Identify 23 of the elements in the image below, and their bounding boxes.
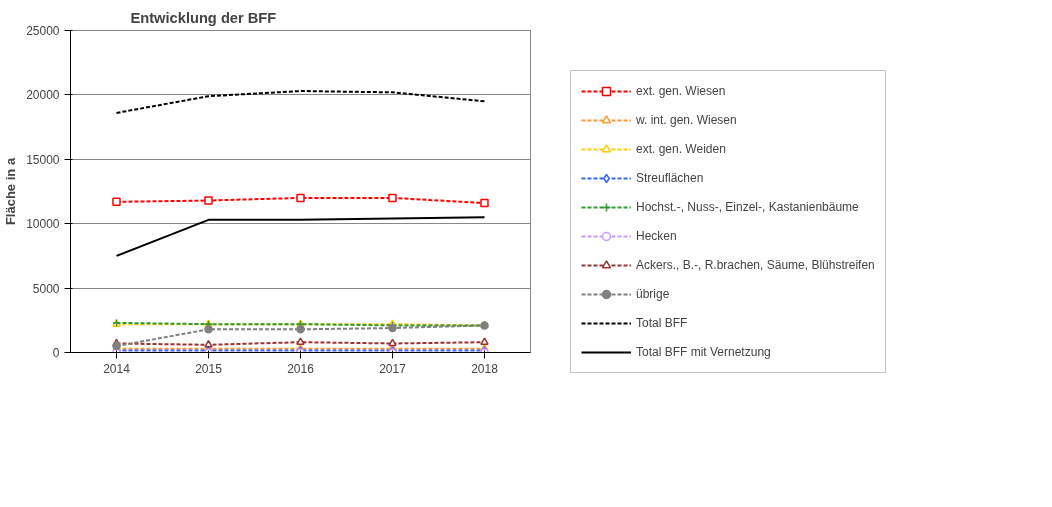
- legend-label: Hecken: [636, 229, 677, 243]
- legend-label: Ackers., B.-, R.brachen, Säume, Blühstreifen: [636, 258, 875, 272]
- legend-label: ext. gen. Weiden: [636, 142, 726, 156]
- x-tick-label: 2015: [195, 361, 223, 376]
- legend-label: ext. gen. Wiesen: [636, 84, 726, 98]
- x-tick-label: 2014: [103, 361, 131, 376]
- y-tick-label: 0: [52, 346, 60, 360]
- legend-label: Total BFF mit Vernetzung: [636, 345, 771, 359]
- y-tick-label: 15000: [26, 152, 60, 167]
- x-tick-label: 2017: [379, 361, 407, 376]
- legend-label: Total BFF: [636, 316, 688, 330]
- x-tick-label: 2016: [287, 361, 315, 376]
- chart-title: Entwicklung der BFF: [130, 9, 277, 26]
- legend-label: Hochst.-, Nuss-, Einzel-, Kastanienbäume: [636, 200, 859, 214]
- y-tick-label: 5000: [32, 281, 60, 296]
- y-axis-title: Fläche in a: [3, 157, 19, 226]
- x-tick-label: 2018: [471, 361, 499, 376]
- y-tick-label: 25000: [26, 24, 60, 38]
- legend-label: Streuflächen: [636, 171, 704, 185]
- y-tick-label: 20000: [26, 88, 60, 103]
- legend-label: w. int. gen. Wiesen: [636, 113, 737, 127]
- legend-label: übrige: [636, 287, 670, 301]
- y-tick-label: 10000: [26, 217, 60, 232]
